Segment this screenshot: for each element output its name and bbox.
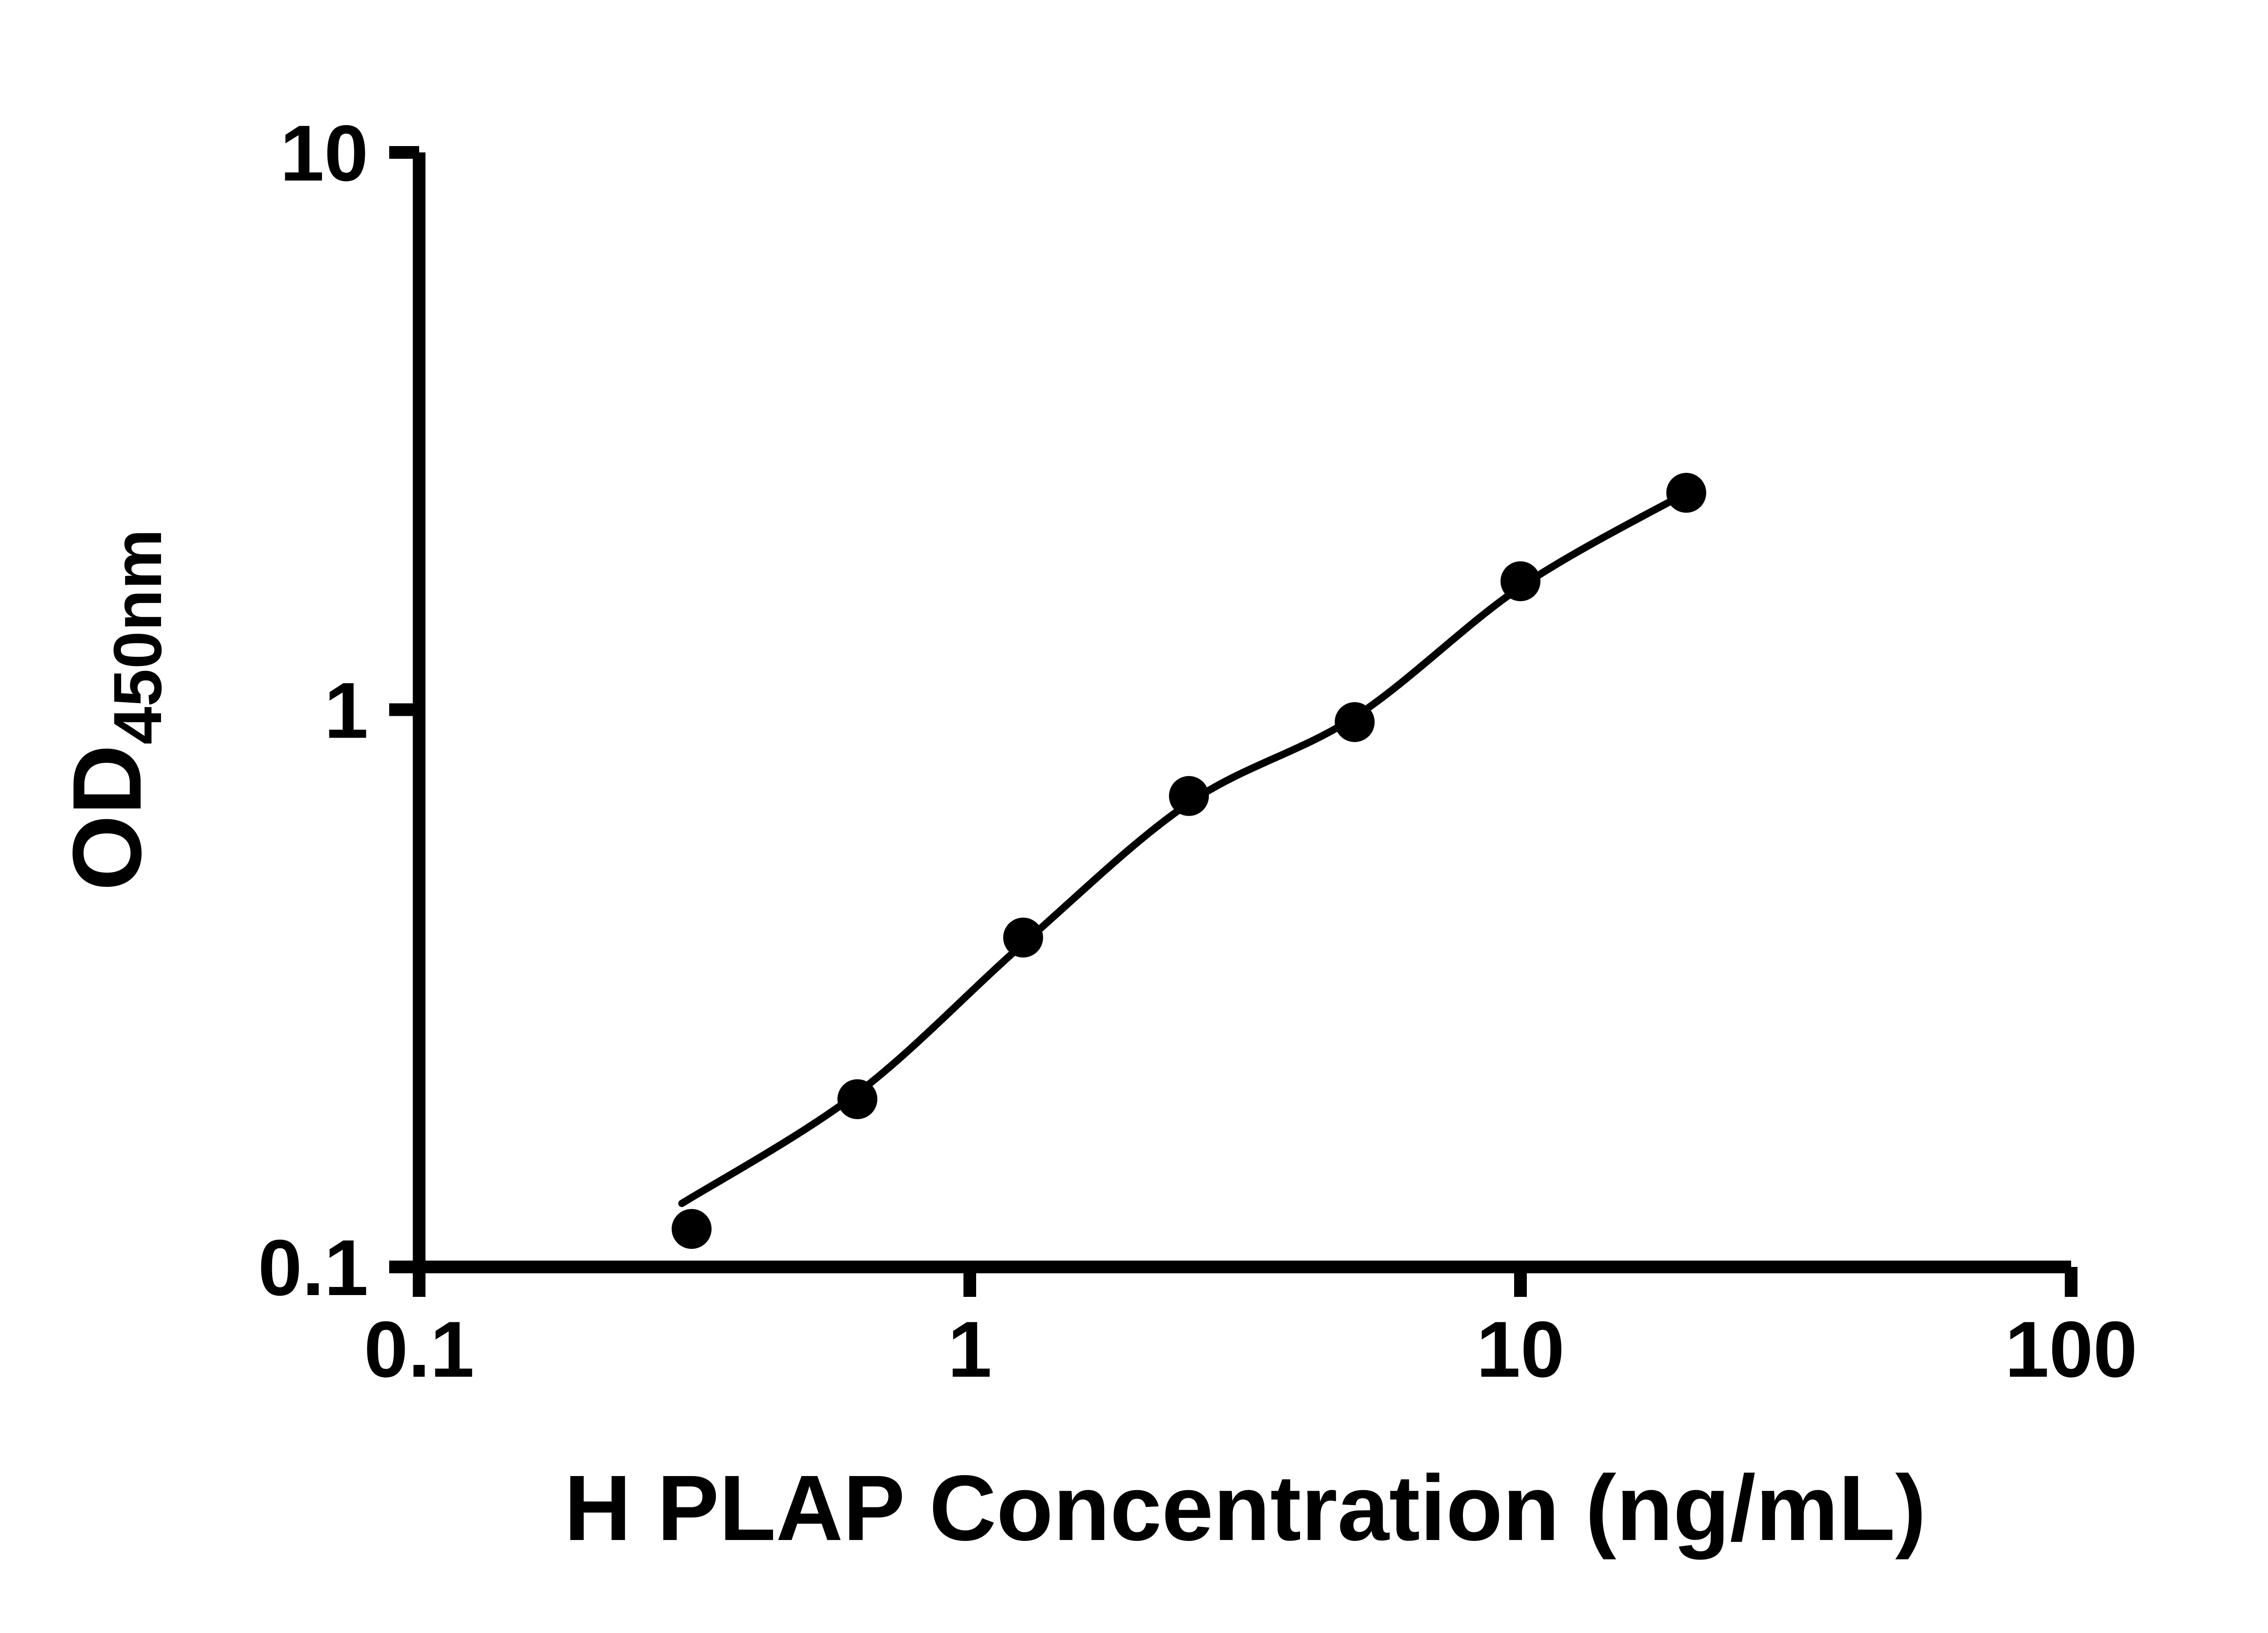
data-point [1003, 917, 1043, 958]
data-point [837, 1079, 878, 1120]
y-axis-tick-label: 1 [324, 667, 368, 755]
x-axis-tick-label: 1 [948, 1305, 992, 1394]
y-axis-tick-label: 10 [280, 109, 368, 198]
x-axis-title: H PLAP Concentration (ng/mL) [564, 1456, 1926, 1560]
y-axis-title: OD450nm [52, 529, 176, 891]
y-axis-tick-label: 0.1 [258, 1224, 368, 1312]
data-point [1501, 561, 1540, 601]
data-point [1334, 702, 1375, 742]
x-axis-tick-label: 10 [1476, 1305, 1565, 1394]
x-axis-tick-label: 0.1 [364, 1305, 474, 1394]
y-axis-title-main: OD [52, 744, 161, 891]
axis-ticks [389, 146, 2077, 1297]
x-axis-tick-label: 100 [2005, 1305, 2137, 1394]
y-axis-title-subscript: 450nm [99, 529, 176, 744]
data-point [1169, 776, 1209, 816]
data-point [671, 1209, 712, 1249]
data-point [1666, 473, 1706, 513]
fit-curve [678, 489, 1690, 1207]
axes [413, 152, 2071, 1273]
